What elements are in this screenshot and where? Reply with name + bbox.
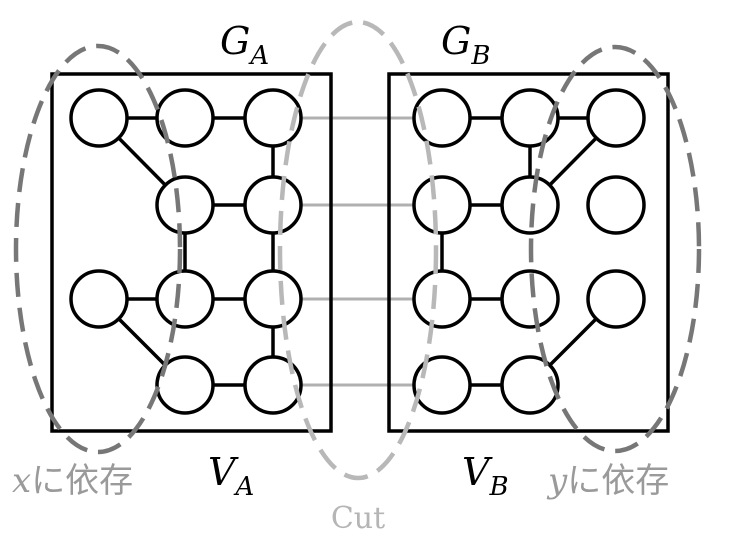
- graph-a-box: [50, 72, 333, 433]
- graph-node: [243, 269, 303, 329]
- graph-node: [69, 88, 129, 148]
- graph-a-nodes: [69, 88, 303, 415]
- graph-b-title: GB: [441, 19, 490, 71]
- graph-a-title: GA: [220, 19, 269, 71]
- graph-node: [586, 88, 646, 148]
- graph-node: [155, 355, 215, 415]
- graph-node: [243, 88, 303, 148]
- graph-b-box: [387, 72, 670, 433]
- graph-node: [412, 88, 472, 148]
- graph-node: [243, 355, 303, 415]
- cut-ellipse: [277, 19, 439, 481]
- x-dependency-ellipse: [13, 43, 183, 455]
- graph-node: [243, 175, 303, 235]
- graph-node: [412, 269, 472, 329]
- vertex-set-b-label: VB: [462, 450, 509, 502]
- graph-node: [412, 355, 472, 415]
- graph-b-nodes: [412, 88, 646, 415]
- graph-node: [412, 175, 472, 235]
- cut-label: Cut: [331, 501, 385, 536]
- graph-node: [586, 175, 646, 235]
- graph-node: [155, 175, 215, 235]
- graph-node: [155, 269, 215, 329]
- graph-node: [500, 269, 560, 329]
- graph-node: [69, 269, 129, 329]
- graph-node: [500, 355, 560, 415]
- x-dependency-label: xに依存: [12, 461, 133, 501]
- graph-a-edges: [97, 116, 275, 387]
- graph-node: [155, 88, 215, 148]
- cut-edges: [302, 116, 414, 387]
- y-dependency-label: yに依存: [546, 461, 669, 501]
- graph-node: [586, 269, 646, 329]
- vertex-set-a-label: VA: [208, 450, 254, 502]
- graph-node: [500, 175, 560, 235]
- graph-node: [500, 88, 560, 148]
- y-dependency-ellipse: [528, 44, 702, 454]
